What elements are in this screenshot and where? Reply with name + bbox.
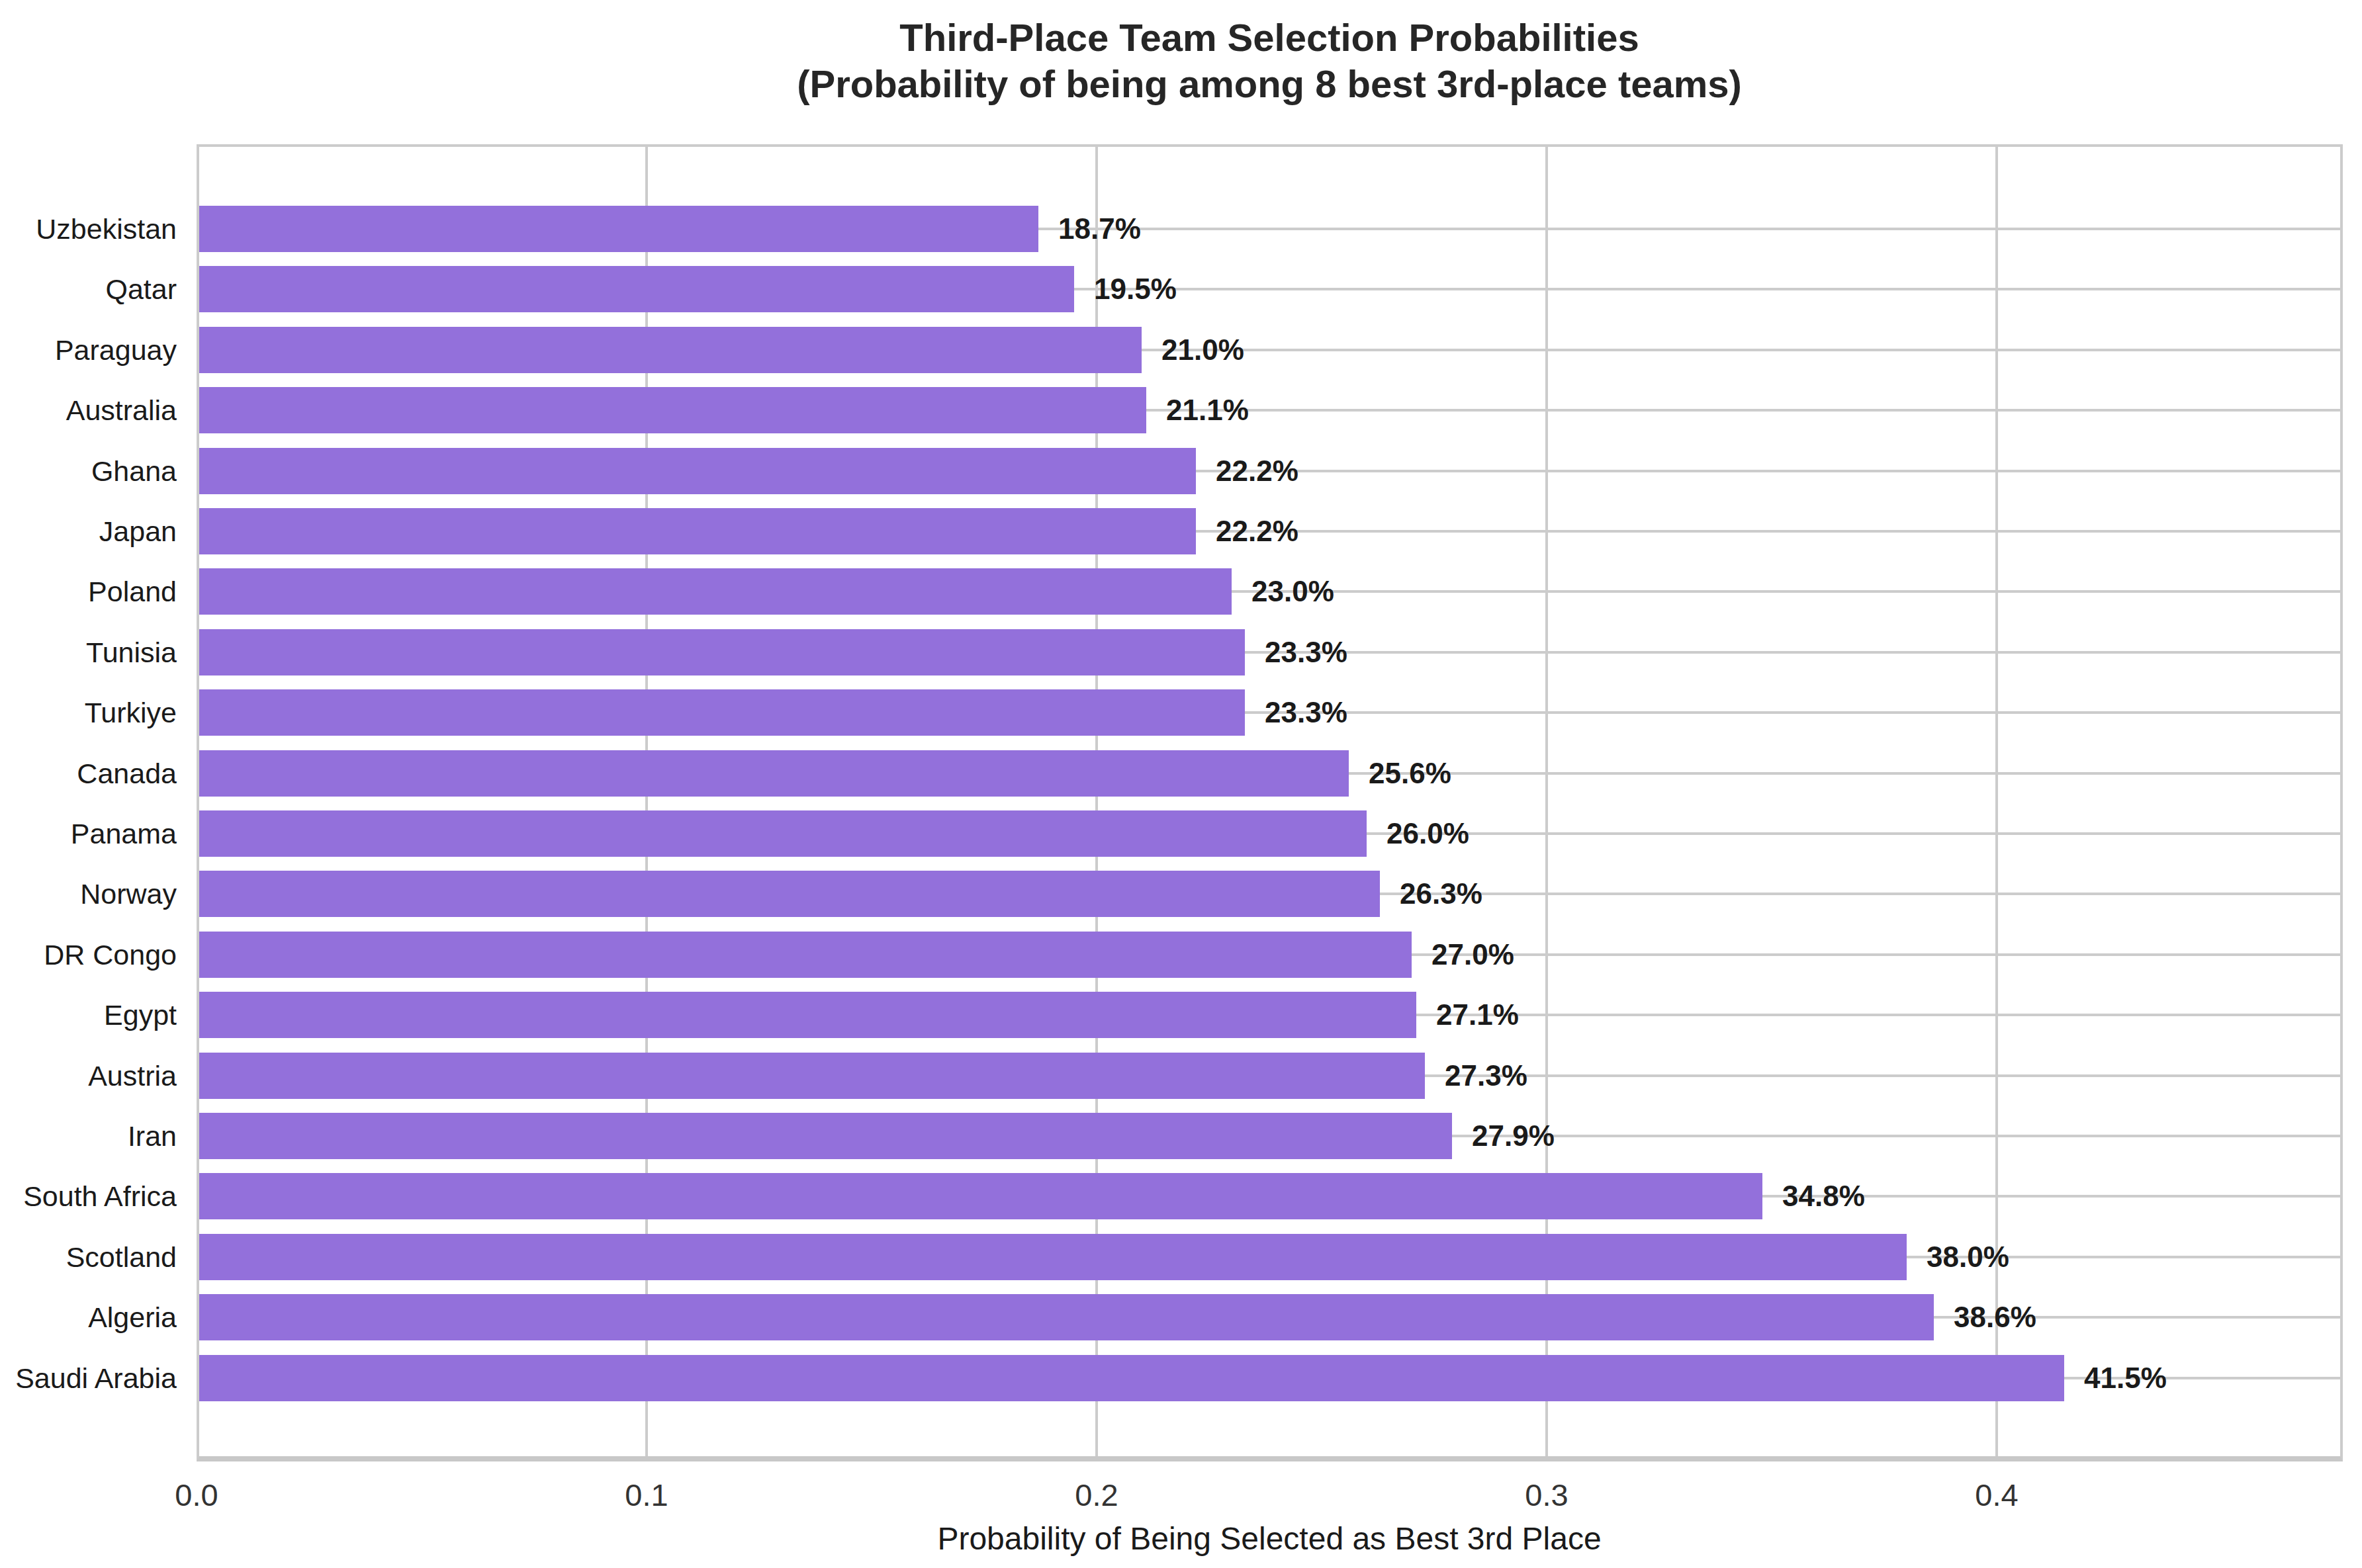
chart-title-line2: (Probability of being among 8 best 3rd-p… — [797, 61, 1742, 107]
bar-chart-figure: Third-Place Team Selection Probabilities… — [0, 0, 2362, 1568]
y-tick-label-paraguay: Paraguay — [0, 333, 177, 366]
bar-value-label: 21.0% — [1161, 333, 1244, 367]
x-tick-label: 0.0 — [175, 1477, 218, 1513]
bar-australia — [197, 387, 1146, 433]
y-tick-label-norway: Norway — [0, 878, 177, 910]
bar-algeria — [197, 1294, 1934, 1340]
bar-norway — [197, 871, 1380, 917]
bar-value-label: 41.5% — [2084, 1362, 2167, 1395]
bar-value-label: 23.0% — [1251, 575, 1334, 608]
bar-japan — [197, 508, 1196, 554]
y-tick-label-egypt: Egypt — [0, 999, 177, 1031]
bar-south-africa — [197, 1173, 1762, 1219]
x-tick-label: 0.1 — [625, 1477, 668, 1513]
bar-turkiye — [197, 689, 1245, 736]
y-tick-label-south-africa: South Africa — [0, 1180, 177, 1213]
bar-dr-congo — [197, 932, 1412, 978]
bar-ghana — [197, 448, 1196, 494]
bar-value-label: 26.3% — [1400, 877, 1482, 910]
x-tick-label: 0.2 — [1075, 1477, 1118, 1513]
y-tick-label-japan: Japan — [0, 515, 177, 548]
y-tick-label-austria: Austria — [0, 1059, 177, 1092]
bar-tunisia — [197, 629, 1245, 675]
bar-saudi-arabia — [197, 1355, 2064, 1401]
y-tick-label-tunisia: Tunisia — [0, 636, 177, 668]
bar-qatar — [197, 266, 1074, 312]
bar-austria — [197, 1053, 1425, 1099]
bar-value-label: 22.2% — [1216, 515, 1298, 548]
y-tick-label-ghana: Ghana — [0, 455, 177, 487]
x-tick-label: 0.4 — [1975, 1477, 2018, 1513]
bar-egypt — [197, 992, 1416, 1038]
bar-value-label: 27.0% — [1431, 938, 1514, 971]
bar-panama — [197, 810, 1367, 857]
y-tick-label-iran: Iran — [0, 1120, 177, 1153]
bar-value-label: 23.3% — [1265, 636, 1347, 669]
y-tick-label-australia: Australia — [0, 394, 177, 427]
bar-value-label: 38.0% — [1927, 1241, 2009, 1274]
bar-value-label: 27.1% — [1436, 998, 1519, 1031]
bar-poland — [197, 568, 1232, 615]
bar-value-label: 26.0% — [1386, 817, 1469, 850]
bar-value-label: 19.5% — [1094, 273, 1177, 306]
bar-value-label: 34.8% — [1782, 1180, 1865, 1213]
bar-scotland — [197, 1234, 1907, 1280]
y-tick-label-canada: Canada — [0, 757, 177, 789]
bar-value-label: 38.6% — [1954, 1301, 2036, 1334]
bar-paraguay — [197, 327, 1142, 373]
bar-value-label: 22.2% — [1216, 455, 1298, 488]
y-tick-label-dr-congo: DR Congo — [0, 938, 177, 971]
y-tick-label-uzbekistan: Uzbekistan — [0, 213, 177, 245]
bar-value-label: 18.7% — [1058, 212, 1141, 245]
y-tick-label-scotland: Scotland — [0, 1241, 177, 1273]
chart-title: Third-Place Team Selection Probabilities… — [797, 15, 1742, 107]
chart-title-line1: Third-Place Team Selection Probabilities — [797, 15, 1742, 61]
y-tick-label-poland: Poland — [0, 576, 177, 608]
bar-value-label: 27.3% — [1445, 1059, 1527, 1092]
bar-iran — [197, 1113, 1452, 1159]
y-tick-label-panama: Panama — [0, 818, 177, 850]
bar-value-label: 27.9% — [1472, 1119, 1555, 1153]
bar-uzbekistan — [197, 206, 1038, 252]
bar-canada — [197, 750, 1349, 797]
x-axis-label: Probability of Being Selected as Best 3r… — [937, 1520, 1601, 1557]
y-tick-label-saudi-arabia: Saudi Arabia — [0, 1362, 177, 1394]
x-tick-label: 0.3 — [1525, 1477, 1568, 1513]
bar-value-label: 25.6% — [1369, 757, 1451, 790]
y-tick-label-qatar: Qatar — [0, 273, 177, 306]
bar-value-label: 21.1% — [1166, 394, 1249, 427]
y-tick-label-turkiye: Turkiye — [0, 697, 177, 729]
bar-value-label: 23.3% — [1265, 696, 1347, 729]
y-tick-label-algeria: Algeria — [0, 1301, 177, 1334]
